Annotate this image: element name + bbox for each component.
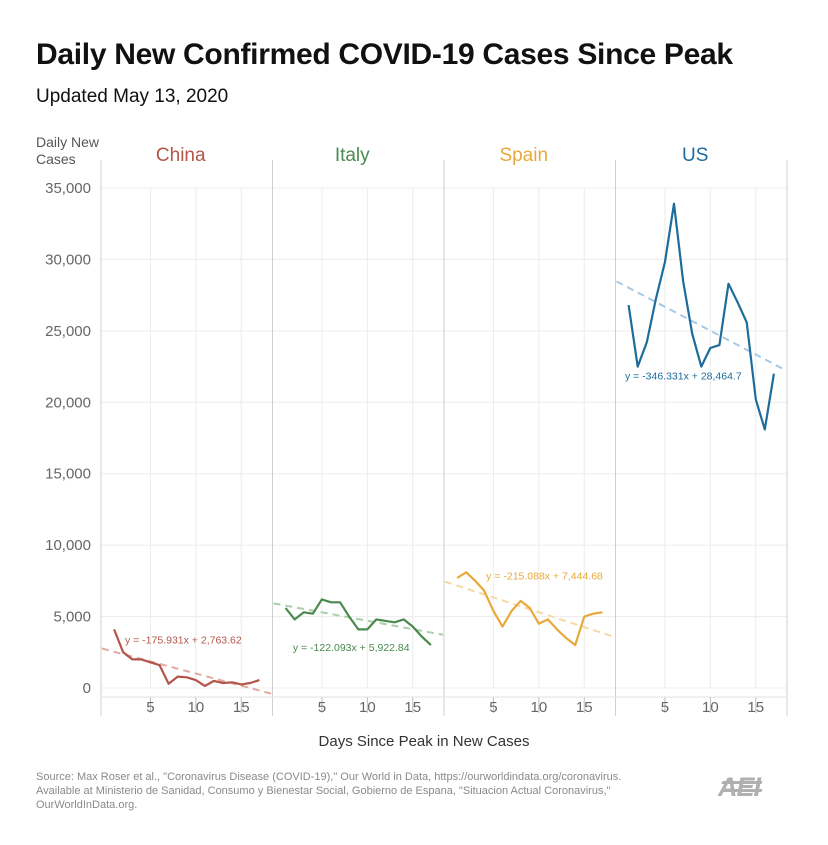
y-tick-label: 25,000 bbox=[45, 323, 91, 340]
panel-title-us: US bbox=[682, 145, 708, 166]
trend-line bbox=[273, 602, 444, 636]
x-tick-label: 10 bbox=[187, 699, 204, 716]
trend-equation: y = -215.088x + 7,444.68 bbox=[486, 570, 603, 582]
trend-line bbox=[616, 280, 787, 372]
y-tick-label: 20,000 bbox=[45, 394, 91, 411]
panel-title-italy: Italy bbox=[335, 145, 370, 166]
x-tick-label: 10 bbox=[702, 699, 719, 716]
x-tick-label: 10 bbox=[530, 699, 547, 716]
y-tick-label: 15,000 bbox=[45, 466, 91, 483]
y-tick-label: 35,000 bbox=[45, 180, 91, 197]
y-tick-label: 30,000 bbox=[45, 251, 91, 268]
aei-logo: AEI bbox=[718, 772, 761, 802]
y-tick-label: 10,000 bbox=[45, 537, 91, 554]
x-tick-label: 15 bbox=[576, 699, 593, 716]
y-axis-label: Daily New bbox=[36, 134, 100, 150]
chart-subtitle: Updated May 13, 2020 bbox=[36, 86, 229, 107]
chart: 0 5,000 10,000 15,000 20,000 25,000 30,000 35,0… bbox=[36, 134, 788, 750]
x-axis-label: Days Since Peak in New Cases bbox=[319, 733, 530, 750]
x-tick-label: 5 bbox=[318, 699, 326, 716]
series-line-china bbox=[113, 628, 260, 688]
y-axis-label: Cases bbox=[36, 151, 76, 167]
panel-title-china: China bbox=[156, 145, 206, 166]
panel-title-spain: Spain bbox=[499, 145, 548, 166]
x-tick-label: 5 bbox=[146, 699, 154, 716]
x-tick-label: 5 bbox=[489, 699, 497, 716]
series-line-italy bbox=[284, 598, 432, 646]
trend-equation: y = -122.093x + 5,922.84 bbox=[293, 642, 410, 654]
chart-title: Daily New Confirmed COVID-19 Cases Since… bbox=[36, 38, 733, 71]
source-note: Source: Max Roser et al., "Coronavirus D… bbox=[36, 770, 726, 812]
trend-line bbox=[101, 647, 272, 695]
trend-equation: y = -175.931x + 2,763.62 bbox=[125, 635, 242, 647]
y-tick-label: 5,000 bbox=[53, 609, 91, 626]
source-line: OurWorldInData.org. bbox=[36, 799, 138, 811]
x-tick-label: 5 bbox=[661, 699, 669, 716]
y-tick-label: 0 bbox=[83, 680, 91, 697]
source-line: Available at Ministerio de Sanidad, Cons… bbox=[36, 785, 611, 797]
trend-equation: y = -346.331x + 28,464.7 bbox=[625, 370, 742, 382]
x-tick-label: 10 bbox=[359, 699, 376, 716]
x-tick-label: 15 bbox=[404, 699, 421, 716]
series-line-us bbox=[627, 202, 775, 431]
x-tick-label: 15 bbox=[747, 699, 764, 716]
series-line-spain bbox=[456, 571, 603, 647]
x-tick-label: 15 bbox=[233, 699, 250, 716]
source-line: Source: Max Roser et al., "Coronavirus D… bbox=[36, 771, 622, 783]
